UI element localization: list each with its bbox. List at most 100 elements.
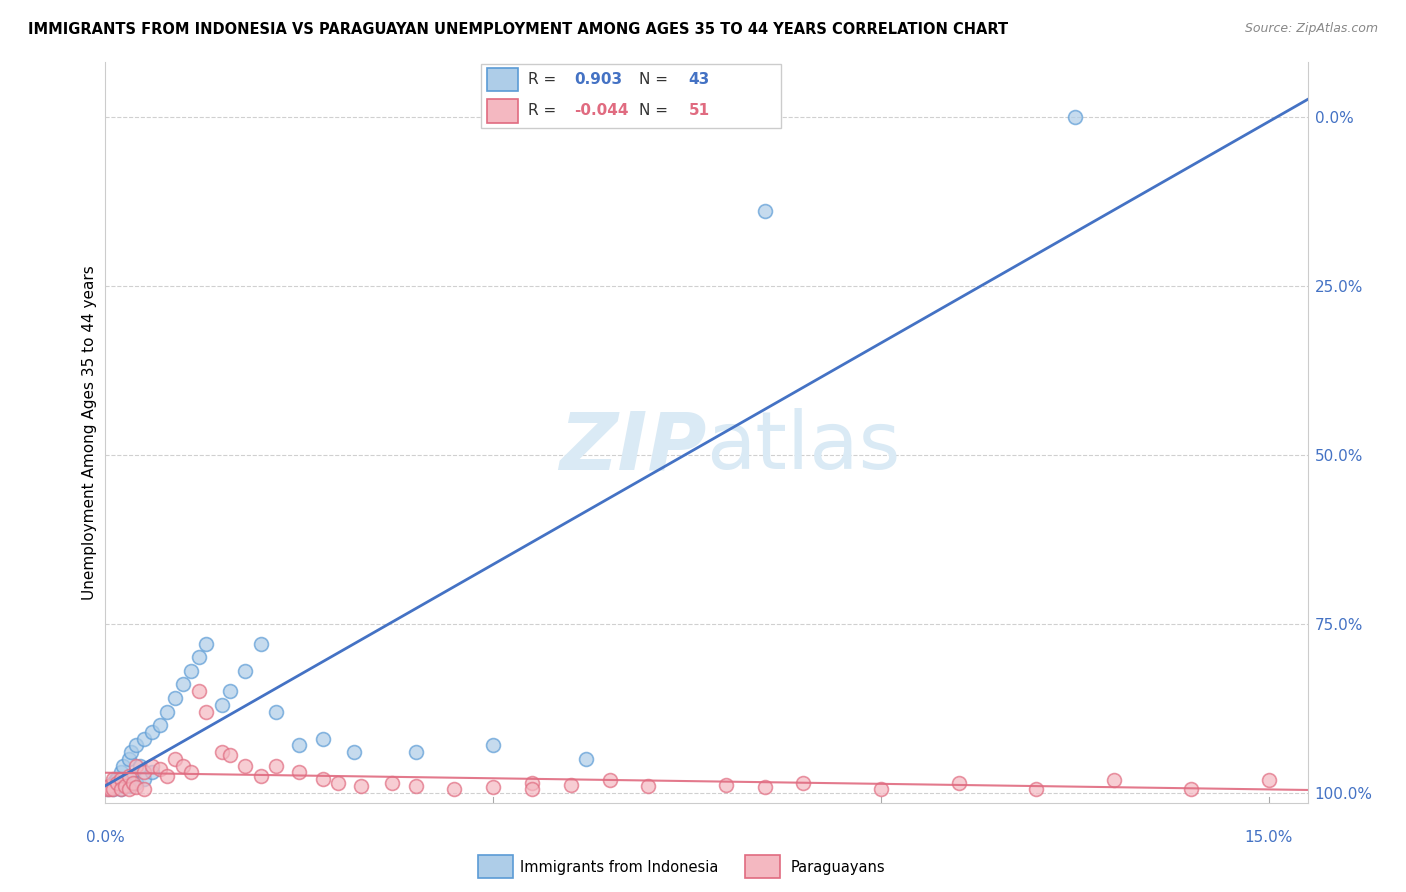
Point bbox=[134, 782, 156, 797]
Point bbox=[98, 780, 121, 795]
Point bbox=[482, 739, 505, 753]
Point bbox=[575, 752, 598, 766]
Text: N =: N = bbox=[638, 72, 672, 87]
Point bbox=[1102, 773, 1125, 788]
Point bbox=[714, 778, 737, 792]
Point bbox=[311, 772, 333, 786]
Point bbox=[187, 650, 209, 665]
Point bbox=[172, 677, 194, 691]
Point bbox=[156, 705, 179, 719]
Point bbox=[754, 204, 776, 219]
Point bbox=[1025, 782, 1047, 797]
Point bbox=[125, 775, 148, 789]
Point bbox=[156, 769, 179, 783]
Text: N =: N = bbox=[638, 103, 672, 118]
Text: IMMIGRANTS FROM INDONESIA VS PARAGUAYAN UNEMPLOYMENT AMONG AGES 35 TO 44 YEARS C: IMMIGRANTS FROM INDONESIA VS PARAGUAYAN … bbox=[28, 22, 1008, 37]
Point bbox=[1257, 773, 1279, 788]
Point bbox=[96, 782, 118, 797]
Point bbox=[870, 782, 893, 797]
FancyBboxPatch shape bbox=[481, 64, 782, 128]
Text: R =: R = bbox=[527, 72, 561, 87]
Point bbox=[149, 762, 172, 776]
Point bbox=[120, 745, 142, 759]
Point bbox=[134, 772, 156, 786]
Point bbox=[211, 745, 233, 759]
Point bbox=[180, 664, 202, 678]
Point bbox=[218, 684, 240, 698]
Bar bbox=[488, 99, 519, 123]
Point bbox=[405, 779, 427, 793]
Text: R =: R = bbox=[527, 103, 561, 118]
Text: Immigrants from Indonesia: Immigrants from Indonesia bbox=[520, 860, 718, 874]
Point bbox=[1180, 782, 1202, 797]
Point bbox=[129, 758, 152, 772]
Point bbox=[326, 775, 349, 789]
Point bbox=[1064, 110, 1087, 124]
Point bbox=[172, 758, 194, 772]
Point bbox=[165, 752, 187, 766]
Point bbox=[249, 637, 271, 651]
Point bbox=[637, 779, 659, 793]
Point bbox=[165, 691, 187, 706]
Point bbox=[97, 779, 120, 793]
Point bbox=[792, 775, 814, 789]
Point bbox=[105, 772, 128, 786]
Point bbox=[118, 779, 141, 793]
Point bbox=[218, 748, 240, 763]
Point bbox=[948, 775, 970, 789]
Point bbox=[180, 765, 202, 780]
Point bbox=[110, 782, 132, 797]
Point bbox=[560, 778, 582, 792]
Bar bbox=[488, 68, 519, 91]
Point bbox=[482, 780, 505, 795]
Point bbox=[311, 731, 333, 746]
Point bbox=[141, 724, 163, 739]
Point bbox=[103, 782, 125, 797]
Point bbox=[599, 773, 621, 788]
Text: 51: 51 bbox=[689, 103, 710, 118]
Point bbox=[114, 779, 136, 793]
Point bbox=[118, 769, 141, 783]
Point bbox=[343, 745, 366, 759]
Point bbox=[100, 779, 122, 793]
Point bbox=[110, 772, 132, 786]
Text: Source: ZipAtlas.com: Source: ZipAtlas.com bbox=[1244, 22, 1378, 36]
Point bbox=[288, 765, 311, 780]
Point bbox=[97, 782, 120, 797]
Point bbox=[754, 780, 776, 795]
Text: 15.0%: 15.0% bbox=[1244, 830, 1294, 845]
Point bbox=[118, 752, 141, 766]
Point bbox=[104, 772, 127, 786]
Text: 0.0%: 0.0% bbox=[86, 830, 125, 845]
Point bbox=[520, 782, 543, 797]
Point bbox=[195, 637, 218, 651]
Point bbox=[520, 775, 543, 789]
Point bbox=[187, 684, 209, 698]
Point bbox=[443, 782, 465, 797]
Point bbox=[350, 779, 373, 793]
Point bbox=[111, 758, 134, 772]
Point bbox=[103, 782, 125, 797]
Text: -0.044: -0.044 bbox=[574, 103, 628, 118]
Point bbox=[114, 775, 136, 789]
Point bbox=[125, 739, 148, 753]
Point bbox=[118, 782, 141, 797]
Point bbox=[381, 775, 404, 789]
Point bbox=[141, 758, 163, 772]
Point bbox=[249, 769, 271, 783]
Point bbox=[288, 739, 311, 753]
Text: Paraguayans: Paraguayans bbox=[790, 860, 884, 874]
Point bbox=[103, 772, 125, 786]
Point bbox=[264, 705, 287, 719]
Point bbox=[110, 765, 132, 780]
Point bbox=[233, 758, 256, 772]
Point bbox=[405, 745, 427, 759]
Point bbox=[105, 775, 128, 789]
Point bbox=[141, 765, 163, 780]
Point bbox=[134, 731, 156, 746]
Point bbox=[121, 769, 143, 783]
Point bbox=[149, 718, 172, 732]
Point bbox=[195, 705, 218, 719]
Point bbox=[110, 782, 132, 797]
Point bbox=[125, 780, 148, 795]
